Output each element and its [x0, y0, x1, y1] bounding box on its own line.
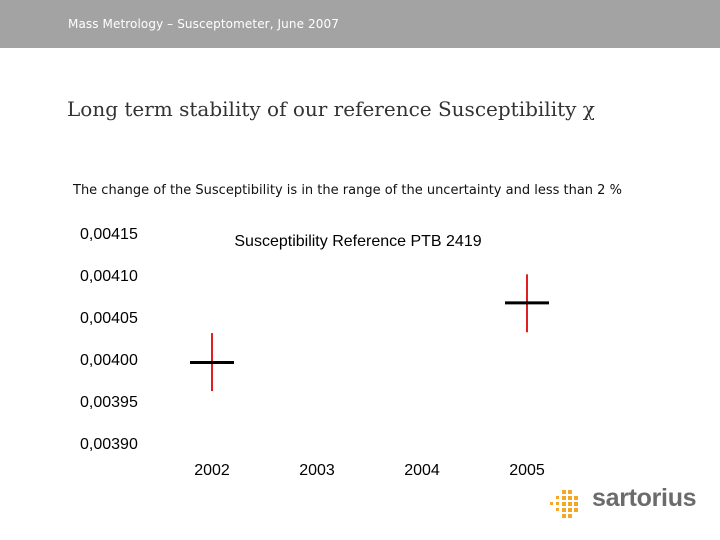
logo-dot	[568, 496, 572, 500]
logo-dot	[568, 490, 572, 494]
logo-dot	[568, 514, 572, 518]
logo-dot	[556, 508, 559, 511]
x-tick-label: 2003	[299, 462, 335, 479]
x-tick-label: 2004	[404, 462, 440, 479]
chart-title: Susceptibility Reference PTB 2419	[234, 233, 481, 250]
y-tick-label: 0,00395	[80, 394, 138, 411]
y-tick-label: 0,00400	[80, 352, 138, 369]
y-tick-label: 0,00405	[80, 310, 138, 327]
y-tick-label: 0,00410	[80, 268, 138, 285]
y-tick-label: 0,00390	[80, 436, 138, 453]
logo-dot	[568, 508, 572, 512]
logo-dot	[556, 496, 559, 499]
header-text: Mass Metrology – Susceptometer, June 200…	[68, 17, 339, 31]
logo-dot	[562, 496, 566, 500]
logo-dot	[574, 496, 578, 500]
brand-name: sartorius	[592, 484, 697, 512]
x-tick-label: 2002	[194, 462, 230, 479]
slide-title: Long term stability of our reference Sus…	[67, 97, 595, 121]
logo-dot	[568, 502, 572, 506]
logo-dot	[562, 514, 566, 518]
logo-dot	[562, 502, 566, 506]
logo-dot	[550, 502, 553, 505]
slide-subtitle: The change of the Susceptibility is in t…	[73, 183, 622, 198]
logo-dot	[556, 502, 559, 505]
logo-dot	[574, 508, 578, 512]
logo-dot	[562, 490, 566, 494]
header-bar	[0, 0, 720, 48]
dot-grid-logo-icon	[550, 490, 578, 518]
logo-dot	[562, 508, 566, 512]
x-tick-label: 2005	[509, 462, 545, 479]
logo-dot	[574, 502, 578, 506]
y-tick-label: 0,00415	[80, 226, 138, 243]
